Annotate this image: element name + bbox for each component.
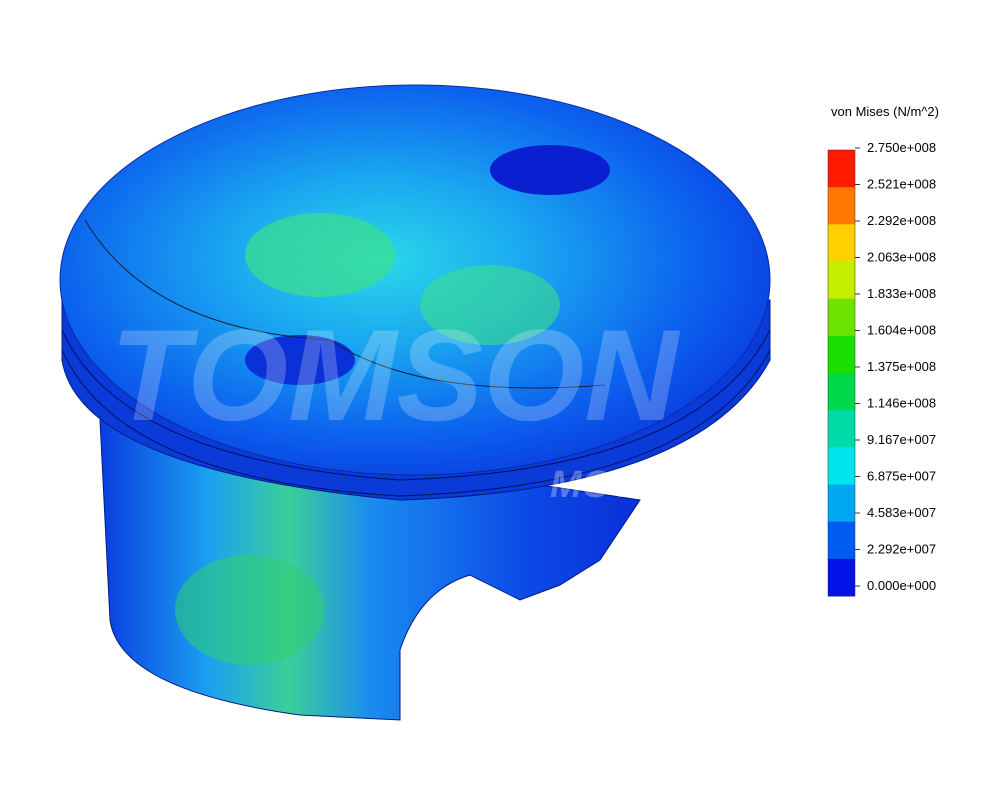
stress-patch	[490, 145, 610, 195]
legend-label: 1.833e+008	[867, 286, 936, 301]
legend-label: 0.000e+000	[867, 578, 936, 593]
valve-pocket-edge	[84, 219, 606, 389]
stress-patch	[245, 335, 355, 385]
stress-patch	[245, 213, 395, 297]
legend-band	[828, 484, 855, 523]
legend-band	[828, 150, 855, 188]
legend-label: 1.146e+008	[867, 396, 936, 411]
legend-label: 1.375e+008	[867, 359, 936, 374]
legend-band	[828, 298, 855, 337]
legend-band	[828, 335, 855, 374]
legend-frame	[827, 149, 856, 597]
legend-label: 2.521e+008	[867, 177, 936, 192]
legend-label: 2.292e+008	[867, 213, 936, 228]
legend-band	[828, 447, 855, 485]
piston: TOMSON MOTORSPORT	[59, 84, 824, 721]
watermark: TOMSON	[110, 302, 681, 448]
legend-band	[828, 261, 855, 300]
legend: von Mises (N/m^2) 2.750e+008 2.521e+008 2.…	[827, 104, 939, 597]
legend-label: 6.875e+007	[867, 469, 936, 484]
legend-band	[828, 373, 855, 411]
legend-label: 1.604e+008	[867, 323, 936, 338]
legend-band	[828, 187, 855, 225]
stress-patch	[175, 555, 325, 665]
legend-band	[828, 224, 855, 262]
legend-label: 9.167e+007	[867, 432, 936, 447]
legend-label: 2.063e+008	[867, 250, 936, 265]
watermark: MOTORSPORT	[550, 464, 824, 506]
stress-patch	[420, 265, 560, 345]
ring-groove	[61, 329, 771, 497]
legend-label: 4.583e+007	[867, 505, 936, 520]
legend-label: 2.750e+008	[867, 140, 936, 155]
legend-label: 2.292e+007	[867, 542, 936, 557]
legend-band	[828, 410, 855, 448]
legend-band	[828, 558, 855, 597]
legend-band	[828, 521, 855, 560]
legend-title: von Mises (N/m^2)	[831, 104, 939, 119]
